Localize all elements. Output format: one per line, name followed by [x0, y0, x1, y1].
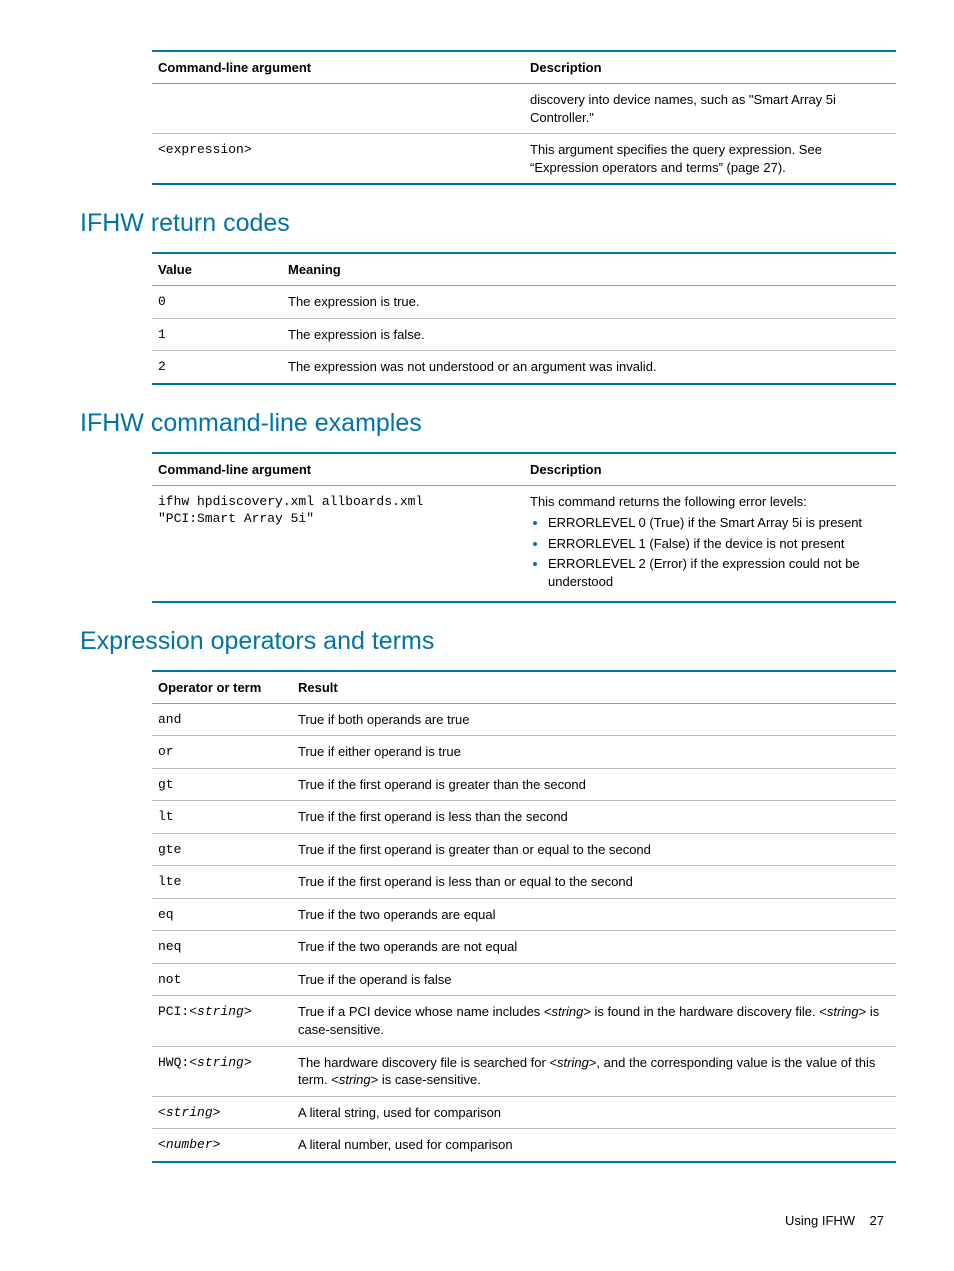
- heading-operators: Expression operators and terms: [80, 627, 894, 656]
- cell-arg: ifhw hpdiscovery.xml allboards.xml "PCI:…: [152, 485, 524, 601]
- cell-result: True if the two operands are not equal: [292, 931, 896, 964]
- cell-result: A literal number, used for comparison: [292, 1129, 896, 1162]
- examples-table: Command-line argument Description ifhw h…: [152, 452, 896, 603]
- cell-desc: discovery into device names, such as "Sm…: [524, 84, 896, 134]
- th-desc: Description: [524, 51, 896, 84]
- cell-arg: <expression>: [152, 134, 524, 185]
- th-desc: Description: [524, 453, 896, 486]
- page-footer: Using IFHW 27: [80, 1213, 894, 1228]
- table-row: eqTrue if the two operands are equal: [152, 898, 896, 931]
- cell-operator: or: [152, 736, 292, 769]
- th-arg: Command-line argument: [152, 51, 524, 84]
- footer-text: Using IFHW: [785, 1213, 855, 1228]
- code-line: "PCI:Smart Array 5i": [158, 511, 314, 526]
- cell-operator: lt: [152, 801, 292, 834]
- cell-operator: <string>: [152, 1096, 292, 1129]
- operators-table: Operator or term Result andTrue if both …: [152, 670, 896, 1163]
- table-row: lteTrue if the first operand is less tha…: [152, 866, 896, 899]
- table-row: neqTrue if the two operands are not equa…: [152, 931, 896, 964]
- cell-result: True if the operand is false: [292, 963, 896, 996]
- cell-operator: gte: [152, 833, 292, 866]
- cell-result: True if the first operand is greater tha…: [292, 768, 896, 801]
- th-result: Result: [292, 671, 896, 704]
- table-row: ifhw hpdiscovery.xml allboards.xml "PCI:…: [152, 485, 896, 601]
- table-row: 1 The expression is false.: [152, 318, 896, 351]
- cell-value: 1: [152, 318, 282, 351]
- cell-meaning: The expression is true.: [282, 286, 896, 319]
- cell-result: True if both operands are true: [292, 703, 896, 736]
- table-row: <string>A literal string, used for compa…: [152, 1096, 896, 1129]
- heading-return-codes: IFHW return codes: [80, 209, 894, 238]
- th-meaning: Meaning: [282, 253, 896, 286]
- cell-operator: and: [152, 703, 292, 736]
- desc-intro: This command returns the following error…: [530, 494, 807, 509]
- cell-operator: neq: [152, 931, 292, 964]
- heading-examples: IFHW command-line examples: [80, 409, 894, 438]
- cell-operator: eq: [152, 898, 292, 931]
- table-row: orTrue if either operand is true: [152, 736, 896, 769]
- cell-meaning: The expression is false.: [282, 318, 896, 351]
- code-line: ifhw hpdiscovery.xml allboards.xml: [158, 494, 423, 509]
- list-item: ERRORLEVEL 0 (True) if the Smart Array 5…: [548, 514, 890, 532]
- cell-result: True if either operand is true: [292, 736, 896, 769]
- cell-operator: PCI:<string>: [152, 996, 292, 1046]
- table-row: 0 The expression is true.: [152, 286, 896, 319]
- cell-result: A literal string, used for comparison: [292, 1096, 896, 1129]
- table-row: gteTrue if the first operand is greater …: [152, 833, 896, 866]
- cell-result: True if the two operands are equal: [292, 898, 896, 931]
- cell-result: True if the first operand is less than t…: [292, 801, 896, 834]
- cell-operator: gt: [152, 768, 292, 801]
- table-row: <expression> This argument specifies the…: [152, 134, 896, 185]
- cell-result: True if a PCI device whose name includes…: [292, 996, 896, 1046]
- table-row: <number>A literal number, used for compa…: [152, 1129, 896, 1162]
- th-op: Operator or term: [152, 671, 292, 704]
- cell-value: 0: [152, 286, 282, 319]
- cell-arg: [152, 84, 524, 134]
- list-item: ERRORLEVEL 2 (Error) if the expression c…: [548, 555, 890, 590]
- cell-result: True if the first operand is less than o…: [292, 866, 896, 899]
- th-value: Value: [152, 253, 282, 286]
- table-row: discovery into device names, such as "Sm…: [152, 84, 896, 134]
- cell-result: The hardware discovery file is searched …: [292, 1046, 896, 1096]
- args-table-cont: Command-line argument Description discov…: [152, 50, 896, 185]
- cell-value: 2: [152, 351, 282, 384]
- cell-desc: This command returns the following error…: [524, 485, 896, 601]
- cell-operator: not: [152, 963, 292, 996]
- table-row: 2 The expression was not understood or a…: [152, 351, 896, 384]
- table-row: gtTrue if the first operand is greater t…: [152, 768, 896, 801]
- cell-desc: This argument specifies the query expres…: [524, 134, 896, 185]
- table-row: notTrue if the operand is false: [152, 963, 896, 996]
- cell-result: True if the first operand is greater tha…: [292, 833, 896, 866]
- cell-meaning: The expression was not understood or an …: [282, 351, 896, 384]
- th-arg: Command-line argument: [152, 453, 524, 486]
- table-row: PCI:<string>True if a PCI device whose n…: [152, 996, 896, 1046]
- table-row: ltTrue if the first operand is less than…: [152, 801, 896, 834]
- list-item: ERRORLEVEL 1 (False) if the device is no…: [548, 535, 890, 553]
- page-number: 27: [870, 1213, 884, 1228]
- table-row: HWQ:<string>The hardware discovery file …: [152, 1046, 896, 1096]
- error-level-list: ERRORLEVEL 0 (True) if the Smart Array 5…: [530, 514, 890, 590]
- page-content: Command-line argument Description discov…: [0, 0, 954, 1268]
- return-codes-table: Value Meaning 0 The expression is true. …: [152, 252, 896, 385]
- cell-operator: lte: [152, 866, 292, 899]
- cell-operator: HWQ:<string>: [152, 1046, 292, 1096]
- table-row: andTrue if both operands are true: [152, 703, 896, 736]
- cell-operator: <number>: [152, 1129, 292, 1162]
